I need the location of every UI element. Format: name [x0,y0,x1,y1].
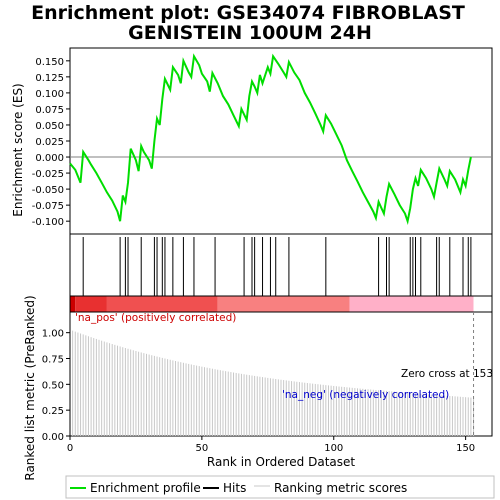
x-tick-label: 0 [67,443,73,454]
heatbar-end [473,296,492,312]
x-tick-label: 150 [456,443,475,454]
legend-enrichment-label: Enrichment profile [90,481,201,495]
pos-correlated-label: 'na_pos' (positively correlated) [75,312,236,324]
heatbar-segment [106,296,218,312]
metric-y-tick-label: 0.00 [42,432,64,443]
heatbar-segment [217,296,350,312]
es-y-tick-label: 0.150 [35,57,64,68]
es-y-tick-label: 0.075 [35,105,64,116]
rank-heatbar [69,295,493,313]
heatbar-segment [349,296,474,312]
metric-y-tick-label: 0.50 [42,380,64,391]
plot-title-line1: Enrichment plot: GSE34074 FIBROBLAST [31,2,465,24]
hits-marks [82,237,472,296]
metric-y-tick-label: 1.00 [42,329,64,340]
es-y-tick-label: 0.100 [35,89,64,100]
es-y-tick-label: -0.025 [32,169,64,180]
metric-y-axis: 0.00 0.25 0.50 0.75 1.00 [42,329,70,443]
metric-y-axis-label: Ranked list metric (PreRanked) [23,295,37,480]
x-axis: 0 50 100 150 [67,436,475,454]
ranking-metric-bars [72,330,475,436]
es-y-tick-label: -0.075 [32,201,64,212]
legend-box [65,475,495,499]
es-y-tick-label: 0.125 [35,73,64,84]
es-y-tick-label: 0.025 [35,137,64,148]
legend-hits-label: Hits [223,481,246,495]
neg-correlated-label: 'na_neg' (negatively correlated) [282,389,449,401]
es-y-axis: 0.150 0.125 0.100 0.075 0.050 0.025 0.000 -0.02… [32,57,70,228]
legend-metric-label: Ranking metric scores [274,481,407,495]
x-tick-label: 100 [324,443,343,454]
zero-cross-label: Zero cross at 153 [401,368,493,380]
es-y-axis-label: Enrichment score (ES) [11,83,25,216]
es-y-tick-label: -0.100 [32,217,64,228]
es-y-tick-label: 0.000 [35,153,64,164]
plot-title-line2: GENISTEIN 100UM 24H [128,22,372,44]
heatbar-segment [70,296,76,312]
metric-y-tick-label: 0.25 [42,406,64,417]
x-tick-label: 50 [196,443,209,454]
es-y-tick-label: 0.050 [35,121,64,132]
hits-panel-frame [69,233,493,297]
es-panel-frame [69,47,493,235]
enrichment-profile-line [69,53,472,226]
heatbar-segment [75,296,107,312]
metric-y-tick-label: 0.75 [42,355,64,366]
es-y-tick-label: -0.050 [32,185,64,196]
x-axis-label: Rank in Ordered Dataset [207,455,355,469]
